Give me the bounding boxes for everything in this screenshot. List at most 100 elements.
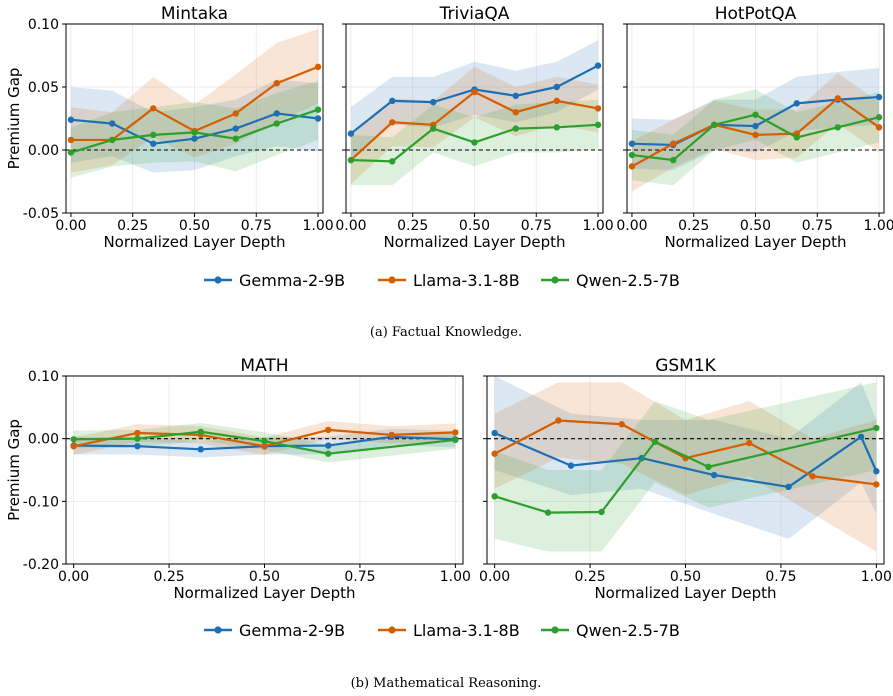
legend-qwen-label-b: Qwen-2.5-7B <box>576 621 680 640</box>
mintaka-ytick-label-0: -0.05 <box>23 206 59 222</box>
math-xtick-label-0: 0.00 <box>58 569 89 585</box>
legend-llama-marker-a <box>388 276 396 284</box>
panels: 0.00 0.25 0.50 0.75 1.00 -0.05 0.00 0.05 0.10 Min… <box>5 4 893 602</box>
gsm1k-xtick-label-0: 0.00 <box>479 569 510 585</box>
hotpotqa-point-llama-6 <box>875 124 883 131</box>
triviaqa-point-llama-5 <box>553 97 560 105</box>
gsm1k-point-qwen-2 <box>598 508 605 516</box>
math-point-llama-5 <box>388 431 395 439</box>
triviaqa-xtick-label-4: 1.00 <box>582 218 613 234</box>
mintaka-point-llama-5 <box>273 80 280 87</box>
mintaka-point-qwen-0 <box>67 149 75 156</box>
gsm1k-point-gemma-4 <box>785 483 792 491</box>
gsm1k-band-llama <box>494 382 877 552</box>
mintaka-xlabel: Normalized Layer Depth <box>103 233 285 251</box>
gsm1k-point-llama-2 <box>618 421 625 428</box>
gsm1k-title: GSM1K <box>655 356 716 376</box>
math-point-gemma-2 <box>197 446 204 453</box>
triviaqa-point-llama-4 <box>512 109 519 116</box>
mintaka-point-gemma-5 <box>273 110 280 117</box>
mintaka-ylabel: Premium Gap <box>5 68 23 170</box>
math-xlabel: Normalized Layer Depth <box>173 584 355 602</box>
hotpotqa-point-gemma-4 <box>793 100 800 107</box>
mintaka-point-llama-4 <box>232 110 239 117</box>
gsm1k-point-qwen-0 <box>491 493 498 500</box>
math-xtick-label-4: 1.00 <box>440 569 471 585</box>
legend-gemma-marker-a <box>214 276 222 284</box>
triviaqa-point-qwen-6 <box>594 121 602 128</box>
gsm1k-point-qwen-4 <box>705 463 712 471</box>
triviaqa-point-qwen-2 <box>430 125 437 132</box>
triviaqa-band-llama <box>350 66 599 185</box>
triviaqa-xtick-label-1: 0.25 <box>397 218 428 234</box>
gsm1k-point-qwen-5 <box>873 424 880 432</box>
hotpotqa-point-llama-0 <box>628 163 636 170</box>
triviaqa-xtick-label-3: 0.75 <box>521 218 552 234</box>
hotpotqa-xtick-label-4: 1.00 <box>863 218 893 234</box>
mintaka-point-gemma-3 <box>191 135 198 142</box>
hotpotqa-xtick-label-2: 0.50 <box>740 218 771 234</box>
gsm1k-xlabel: Normalized Layer Depth <box>594 584 776 602</box>
panel-math: 0.00 0.25 0.50 0.75 1.00 -0.20 -0.10 0.00 0.10 MA… <box>5 356 471 602</box>
math-point-llama-4 <box>325 426 332 434</box>
math-point-qwen-2 <box>197 428 204 435</box>
hotpotqa-band-gemma <box>631 68 880 171</box>
mintaka-xtick-label-4: 1.00 <box>302 218 333 234</box>
mintaka-band-gemma <box>70 79 319 173</box>
triviaqa-point-gemma-5 <box>553 83 560 91</box>
gsm1k-xtick-label-1: 0.25 <box>574 569 605 585</box>
gsm1k-point-gemma-3 <box>710 471 718 479</box>
triviaqa-point-gemma-4 <box>512 92 519 100</box>
mintaka-point-qwen-1 <box>109 136 116 144</box>
triviaqa-point-gemma-6 <box>594 62 602 69</box>
mintaka-title: Mintaka <box>161 4 228 24</box>
mintaka-ytick-label-2: 0.05 <box>28 80 59 96</box>
math-xtick-label-3: 0.75 <box>344 569 375 585</box>
mintaka-ytick-label-3: 0.10 <box>28 17 59 33</box>
mintaka-point-gemma-6 <box>314 115 322 122</box>
panel-gsm1k: 0.00 0.25 0.50 0.75 1.00 GSM1K Normalized Laye… <box>479 356 892 602</box>
triviaqa-band-gemma <box>350 40 599 161</box>
hotpotqa-point-qwen-2 <box>711 121 718 128</box>
hotpotqa-title: HotPotQA <box>715 4 797 24</box>
hotpotqa-point-qwen-0 <box>628 151 636 159</box>
triviaqa-point-qwen-0 <box>347 156 355 164</box>
gsm1k-point-llama-6 <box>873 481 880 488</box>
gsm1k-xtick-label-2: 0.50 <box>670 569 701 585</box>
legend-llama-marker-b <box>388 626 396 634</box>
triviaqa-point-llama-6 <box>594 105 602 112</box>
math-point-qwen-1 <box>134 435 141 442</box>
hotpotqa-xtick-label-0: 0.00 <box>616 218 647 234</box>
math-line-qwen <box>73 430 456 455</box>
math-point-qwen-0 <box>70 436 77 443</box>
gsm1k-point-llama-1 <box>555 417 562 424</box>
caption-factual: (a) Factual Knowledge. <box>370 325 522 340</box>
panel-hotpotqa: 0.00 0.25 0.50 0.75 1.00 HotPotQA Normalized L… <box>616 4 893 251</box>
caption-math: (b) Mathematical Reasoning. <box>351 676 542 691</box>
legend-llama-label-b: Llama-3.1-8B <box>413 621 520 640</box>
gsm1k-point-llama-0 <box>491 450 498 457</box>
legend-gemma-label-a: Gemma-2-9B <box>239 271 345 290</box>
math-ytick-label-1: -0.10 <box>23 494 59 510</box>
triviaqa-point-qwen-4 <box>512 125 519 132</box>
math-point-llama-6 <box>452 429 459 436</box>
gsm1k-point-gemma-5 <box>857 433 865 440</box>
math-point-llama-3 <box>261 442 268 450</box>
mintaka-ytick-label-1: 0.00 <box>28 143 59 159</box>
legend-llama-label-a: Llama-3.1-8B <box>413 271 520 290</box>
math-point-llama-1 <box>134 429 141 437</box>
legend-gemma-marker-b <box>214 626 222 634</box>
math-ylabel: Premium Gap <box>5 419 23 521</box>
gsm1k-point-llama-4 <box>746 439 753 447</box>
legend-qwen-marker-a <box>551 276 559 284</box>
math-ytick-label-2: 0.00 <box>28 432 59 448</box>
hotpotqa-point-llama-5 <box>834 95 841 102</box>
triviaqa-point-qwen-5 <box>553 124 560 131</box>
math-point-gemma-1 <box>134 442 141 450</box>
math-point-gemma-4 <box>325 442 332 449</box>
hotpotqa-xlabel: Normalized Layer Depth <box>664 233 846 251</box>
triviaqa-point-llama-3 <box>471 88 478 96</box>
triviaqa-point-qwen-1 <box>389 158 396 165</box>
triviaqa-point-gemma-2 <box>430 98 437 106</box>
gsm1k-point-qwen-1 <box>544 509 552 516</box>
